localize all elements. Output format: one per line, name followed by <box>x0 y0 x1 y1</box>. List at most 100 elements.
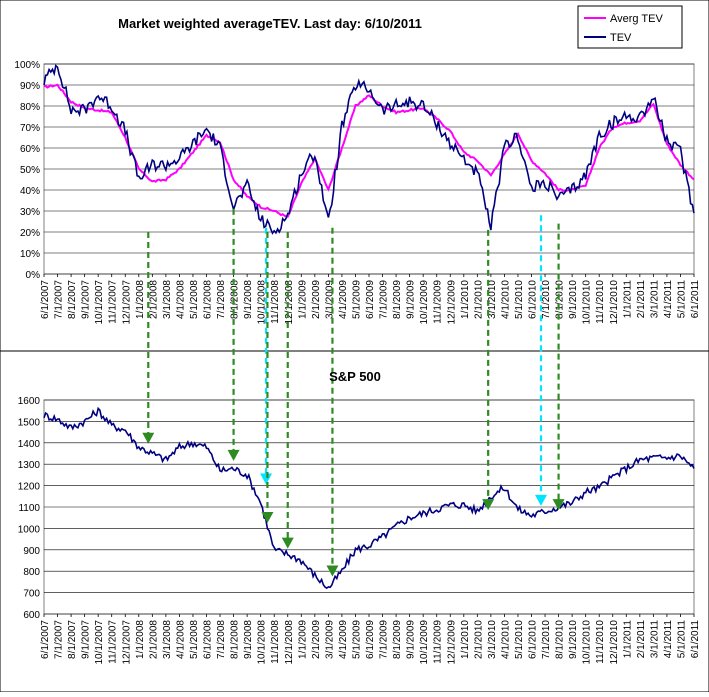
y-tick-label: 1100 <box>18 503 40 514</box>
marker-arrowhead <box>261 511 274 523</box>
x-tick-label: 6/1/2010 <box>528 280 539 319</box>
x-tick-label: 10/1/2010 <box>582 620 593 665</box>
top-chart-title: Market weighted averageTEV. Last day: 6/… <box>118 16 422 31</box>
x-tick-label: 6/1/2011 <box>690 280 701 319</box>
x-tick-label: 10/1/2008 <box>257 280 268 325</box>
x-tick-label: 11/1/2007 <box>108 280 119 324</box>
x-tick-label: 10/1/2008 <box>257 620 268 665</box>
x-tick-label: 9/1/2007 <box>81 280 92 319</box>
x-tick-label: 3/1/2009 <box>324 620 335 659</box>
x-tick-label: 11/1/2009 <box>433 280 444 324</box>
x-tick-label: 8/1/2007 <box>67 280 78 319</box>
x-tick-label: 2/1/2010 <box>473 620 484 659</box>
series-line <box>43 406 695 590</box>
top-series-group <box>43 64 695 235</box>
x-tick-label: 9/1/2009 <box>406 620 417 659</box>
y-tick-label: 1000 <box>18 524 41 535</box>
x-tick-label: 6/1/2007 <box>40 620 51 659</box>
x-tick-label: 2/1/2009 <box>311 280 322 319</box>
y-tick-label: 1400 <box>18 439 41 450</box>
marker-arrowhead <box>281 537 294 549</box>
x-tick-label: 1/1/2008 <box>135 620 146 659</box>
x-tick-label: 1/1/2010 <box>460 620 471 659</box>
marker-arrowhead <box>260 473 273 485</box>
x-tick-label: 7/1/2009 <box>379 620 390 659</box>
legend-box <box>577 5 683 49</box>
series-line <box>43 64 695 235</box>
x-tick-label: 4/1/2008 <box>175 280 186 319</box>
legend-label-averg-tev: Averg TEV <box>610 13 663 25</box>
x-tick-label: 2/1/2008 <box>148 280 159 319</box>
x-tick-label: 4/1/2008 <box>175 620 186 659</box>
y-tick-label: 50% <box>20 165 40 176</box>
x-tick-label: 3/1/2009 <box>324 280 335 319</box>
x-tick-label: 10/1/2007 <box>94 280 105 325</box>
x-tick-label: 1/1/2010 <box>460 280 471 319</box>
legend-label-tev: TEV <box>610 32 632 44</box>
x-tick-label: 4/1/2009 <box>338 280 349 319</box>
x-tick-label: 11/1/2007 <box>108 620 119 664</box>
x-tick-label: 3/1/2011 <box>649 280 660 319</box>
x-tick-label: 5/1/2011 <box>676 280 687 319</box>
x-tick-label: 11/1/2008 <box>270 620 281 664</box>
x-tick-label: 1/1/2009 <box>297 620 308 659</box>
x-tick-label: 12/1/2009 <box>446 280 457 325</box>
x-tick-label: 6/1/2008 <box>203 280 214 319</box>
x-tick-label: 1/1/2011 <box>622 620 633 659</box>
x-tick-label: 9/1/2008 <box>243 620 254 659</box>
x-tick-label: 4/1/2011 <box>663 620 674 659</box>
x-tick-label: 5/1/2010 <box>514 280 525 319</box>
x-tick-label: 4/1/2009 <box>338 620 349 659</box>
x-tick-label: 4/1/2010 <box>500 620 511 659</box>
x-tick-label: 7/1/2010 <box>541 620 552 659</box>
x-tick-label: 7/1/2010 <box>541 280 552 319</box>
x-tick-label: 3/1/2010 <box>487 620 498 659</box>
x-tick-label: 8/1/2008 <box>230 620 241 659</box>
x-tick-label: 5/1/2009 <box>351 620 362 659</box>
marker-arrowhead <box>326 565 339 577</box>
x-tick-label: 2/1/2009 <box>311 620 322 659</box>
y-tick-label: 10% <box>20 249 40 260</box>
y-tick-label: 40% <box>20 186 40 197</box>
y-tick-label: 1600 <box>18 396 41 407</box>
x-tick-label: 1/1/2009 <box>297 280 308 319</box>
top-x-axis-ticks: 6/1/2007 7/1/2007 8/1/2007 9/1/2007 10/1/200… <box>40 274 701 325</box>
x-tick-label: 8/1/2007 <box>67 620 78 659</box>
bottom-y-axis-ticks: 600 700 800 900 1000 1100 1200 1300 1400 1500 1600 <box>18 396 41 621</box>
y-tick-label: 800 <box>23 567 40 578</box>
x-tick-label: 9/1/2008 <box>243 280 254 319</box>
x-tick-label: 8/1/2008 <box>230 280 241 319</box>
drawdown-markers <box>142 208 565 577</box>
x-tick-label: 12/1/2009 <box>446 620 457 665</box>
y-tick-label: 1500 <box>18 417 41 428</box>
y-tick-label: 20% <box>20 228 40 239</box>
x-tick-label: 11/1/2010 <box>595 620 606 664</box>
x-tick-label: 2/1/2008 <box>148 620 159 659</box>
x-tick-label: 2/1/2010 <box>473 280 484 319</box>
x-tick-label: 9/1/2010 <box>568 620 579 659</box>
bottom-x-axis-ticks: 6/1/2007 7/1/2007 8/1/2007 9/1/2007 10/1/200… <box>40 614 701 665</box>
marker-arrowhead <box>142 432 155 444</box>
y-tick-label: 0% <box>26 270 41 281</box>
y-tick-label: 80% <box>20 102 40 113</box>
x-tick-label: 9/1/2007 <box>81 620 92 659</box>
x-tick-label: 6/1/2007 <box>40 280 51 319</box>
x-tick-label: 12/1/2008 <box>284 620 295 665</box>
bottom-series-group <box>43 406 695 590</box>
series-line <box>43 83 695 218</box>
y-tick-label: 60% <box>20 144 40 155</box>
marker-arrowhead <box>534 494 547 506</box>
x-tick-label: 6/1/2008 <box>203 620 214 659</box>
marker-arrowhead <box>482 499 495 511</box>
x-tick-label: 10/1/2009 <box>419 280 430 325</box>
legend: Averg TEV TEV <box>577 5 683 49</box>
x-tick-label: 3/1/2010 <box>487 280 498 319</box>
x-tick-label: 9/1/2010 <box>568 280 579 319</box>
x-tick-label: 7/1/2007 <box>54 280 65 319</box>
x-tick-label: 10/1/2009 <box>419 620 430 665</box>
x-tick-label: 9/1/2009 <box>406 280 417 319</box>
x-tick-label: 5/1/2009 <box>351 280 362 319</box>
x-tick-label: 5/1/2010 <box>514 620 525 659</box>
